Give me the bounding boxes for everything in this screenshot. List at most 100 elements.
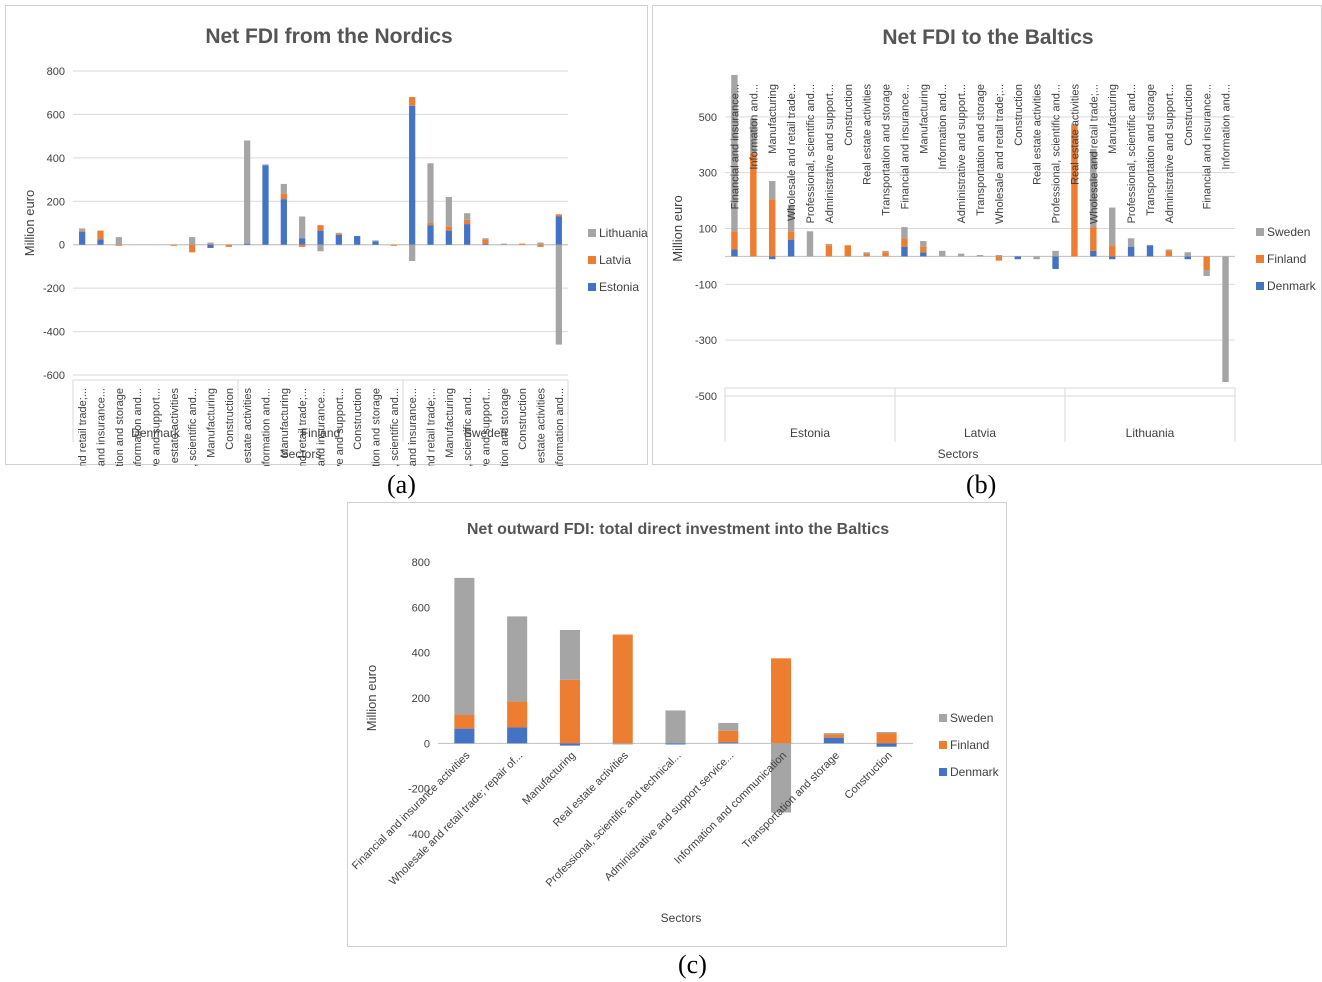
bar-latvia [225, 244, 232, 247]
y-tick-label: -300 [695, 335, 717, 347]
bar-sweden [665, 710, 686, 744]
category-label: Real estate activities [862, 84, 874, 185]
category-label: Transportation and storage [881, 84, 893, 216]
bar-latvia [482, 239, 489, 244]
bar-finland [731, 231, 738, 250]
category-label: Information and... [261, 388, 273, 466]
y-tick-label: -200 [43, 283, 65, 295]
bar-lithuania [262, 164, 269, 166]
legend-label-denmark: Denmark [1267, 279, 1317, 293]
x-axis-title: Sectors [281, 447, 322, 461]
bar-finland [920, 246, 927, 253]
bar-sweden [939, 250, 946, 257]
category-label: Construction [224, 388, 236, 450]
bar-finland [823, 734, 844, 738]
bar-lithuania [500, 243, 507, 245]
bar-latvia [317, 225, 324, 231]
bar-sweden [876, 732, 897, 734]
group-label: Denmark [131, 426, 181, 440]
bar-denmark [823, 737, 844, 744]
category-label: Transportation and storage [499, 388, 511, 466]
category-label: Transportation and storage [1145, 84, 1157, 216]
bar-sweden [718, 722, 739, 731]
bar-estonia [280, 199, 287, 245]
y-tick-label: -600 [43, 370, 65, 382]
category-label: Financial and insurance... [407, 388, 419, 466]
y-axis-title: Million euro [364, 665, 379, 731]
bar-sweden [1090, 148, 1097, 228]
category-label: Administrative and support... [481, 388, 493, 466]
category-label: Manufacturing [767, 84, 779, 154]
chart-a-svg: Net FDI from the Nordics 800 600 400 200 0 -20… [22, 25, 648, 466]
group-label: Sweden [464, 426, 507, 440]
y-tick-label: 200 [47, 196, 65, 208]
bar-latvia [189, 244, 196, 253]
bar-lithuania [372, 240, 379, 242]
category-label: Wholesale and retail trade;... [426, 388, 438, 466]
y-tick-label: 600 [47, 109, 65, 121]
y-tick-label: 800 [412, 557, 430, 569]
category-label: Information and... [554, 388, 566, 466]
bar-latvia [537, 244, 544, 247]
bar-sweden [995, 255, 1003, 257]
category-label: Financial and insurance... [316, 388, 328, 466]
bar-lithuania [537, 242, 544, 245]
bar-denmark [507, 727, 528, 744]
bar-estonia [482, 243, 489, 245]
bar-finland [882, 252, 889, 257]
y-tick-label: -100 [695, 279, 717, 291]
category-label: Administrative and support... [334, 388, 346, 466]
bar-sweden [1127, 238, 1135, 247]
category-label: Information and... [937, 84, 949, 170]
bar-finland [995, 256, 1003, 261]
bar-denmark [665, 743, 686, 745]
y-tick-label: 800 [47, 66, 65, 78]
category-label: Wholesale and retail trade;... [297, 388, 309, 466]
bar-finland [901, 238, 908, 247]
group-label: Estonia [790, 426, 830, 440]
y-tick-label: 300 [699, 168, 717, 180]
bar-latvia [170, 244, 177, 246]
category-label: Information and... [748, 84, 760, 170]
bar-sweden [1184, 252, 1191, 257]
bar-finland [1090, 227, 1097, 251]
legend-label-estonia: Estonia [599, 280, 639, 294]
chart-title: Net outward FDI: total direct investment… [467, 521, 889, 538]
bar-latvia [555, 214, 562, 217]
category-label: Administrative and support... [151, 388, 163, 466]
y-tick-label: 500 [699, 112, 717, 124]
bar-sweden [825, 243, 833, 246]
caption-b: (b) [966, 470, 997, 499]
bar-latvia [97, 230, 104, 240]
legend-swatch-finland [939, 741, 947, 749]
bar-finland [1203, 256, 1210, 271]
bar-latvia [115, 244, 122, 246]
bar-latvia [299, 244, 306, 247]
bar-latvia [464, 219, 471, 225]
bar-estonia [299, 238, 306, 245]
category-label: Construction [843, 84, 855, 146]
bar-sweden [559, 630, 580, 680]
bar-lithuania [482, 238, 489, 240]
legend-swatch-sweden [939, 714, 947, 722]
bar-estonia [244, 243, 251, 245]
bar-denmark [1109, 256, 1116, 260]
bar-latvia [519, 243, 526, 245]
y-tick-label: -200 [408, 784, 430, 796]
bar-finland [787, 231, 795, 240]
bar-finland [1109, 245, 1116, 257]
category-label: Real estate activities [1069, 84, 1081, 185]
legend-swatch-sweden [1256, 228, 1264, 236]
group-label: Lithuania [1126, 426, 1175, 440]
bar-sweden [1165, 249, 1173, 251]
bar-sweden [882, 250, 889, 253]
y-tick-label: 200 [412, 693, 430, 705]
bar-denmark [876, 743, 897, 747]
y-tick-label: -400 [408, 829, 430, 841]
category-label: Real estate activities [169, 388, 181, 466]
category-label: Transportation and storage [740, 750, 842, 852]
bar-finland [718, 730, 739, 743]
category-label: Wholesale and retail trade;... [77, 388, 89, 466]
chart-title: Net FDI from the Nordics [205, 25, 452, 48]
bar-sweden [806, 231, 814, 257]
